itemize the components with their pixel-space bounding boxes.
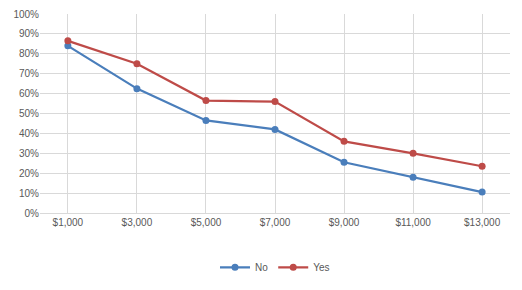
- svg-text:100%: 100%: [13, 9, 39, 20]
- svg-text:90%: 90%: [19, 28, 39, 39]
- svg-text:$9,000: $9,000: [329, 217, 360, 228]
- svg-text:Yes: Yes: [313, 262, 329, 273]
- svg-text:No: No: [255, 262, 268, 273]
- svg-text:30%: 30%: [19, 148, 39, 159]
- svg-text:20%: 20%: [19, 168, 39, 179]
- svg-text:$3,000: $3,000: [122, 217, 153, 228]
- svg-text:70%: 70%: [19, 68, 39, 79]
- svg-text:$13,000: $13,000: [464, 217, 501, 228]
- svg-text:40%: 40%: [19, 128, 39, 139]
- svg-text:60%: 60%: [19, 88, 39, 99]
- svg-text:50%: 50%: [19, 108, 39, 119]
- svg-text:$5,000: $5,000: [191, 217, 222, 228]
- svg-text:80%: 80%: [19, 48, 39, 59]
- svg-text:$11,000: $11,000: [395, 217, 431, 228]
- svg-text:0%: 0%: [25, 208, 40, 219]
- svg-text:$7,000: $7,000: [260, 217, 291, 228]
- svg-text:$1,000: $1,000: [53, 217, 84, 228]
- svg-text:10%: 10%: [19, 188, 39, 199]
